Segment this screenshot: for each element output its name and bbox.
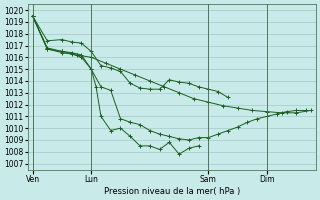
- X-axis label: Pression niveau de la mer( hPa ): Pression niveau de la mer( hPa ): [104, 187, 240, 196]
